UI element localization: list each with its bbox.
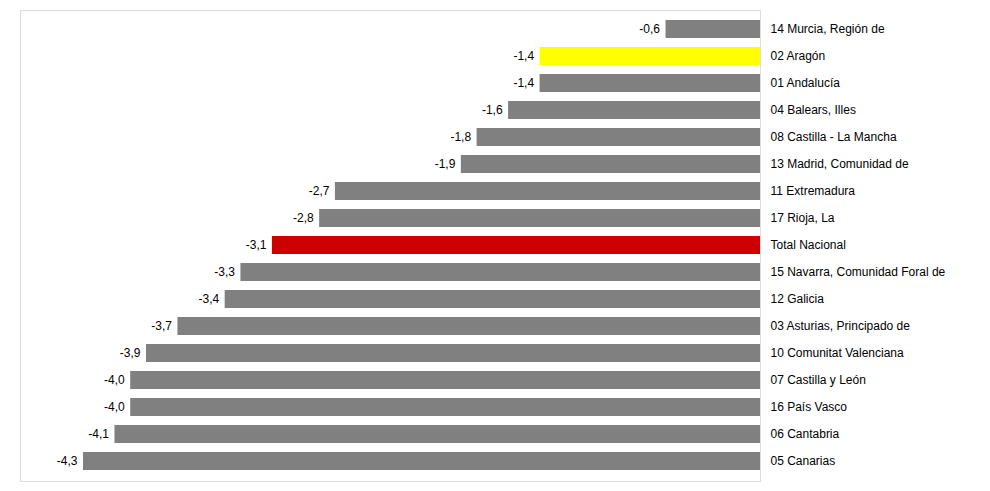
svg-text:02 Aragón: 02 Aragón [771,49,826,63]
svg-text:-1,9: -1,9 [435,157,456,171]
svg-text:-4,0: -4,0 [104,373,125,387]
svg-text:04 Balears, Illes: 04 Balears, Illes [771,103,856,117]
svg-text:08 Castilla - La Mancha: 08 Castilla - La Mancha [771,130,897,144]
svg-text:14 Murcia, Región de: 14 Murcia, Región de [771,22,885,36]
svg-text:-3,7: -3,7 [151,319,172,333]
svg-text:16 País Vasco: 16 País Vasco [771,400,848,414]
svg-text:17 Rioja, La: 17 Rioja, La [771,211,835,225]
svg-text:-1,6: -1,6 [482,103,503,117]
svg-text:-4,1: -4,1 [88,427,109,441]
svg-text:-1,4: -1,4 [513,49,534,63]
svg-text:-3,1: -3,1 [246,238,267,252]
svg-text:10 Comunitat Valenciana: 10 Comunitat Valenciana [771,346,905,360]
svg-text:12 Galicia: 12 Galicia [771,292,825,306]
svg-text:11 Extremadura: 11 Extremadura [771,184,856,198]
svg-text:-3,3: -3,3 [214,265,235,279]
svg-text:-2,7: -2,7 [309,184,330,198]
svg-text:-1,4: -1,4 [513,76,534,90]
svg-text:06 Cantabria: 06 Cantabria [771,427,840,441]
svg-text:01 Andalucía: 01 Andalucía [771,76,841,90]
svg-text:-4,0: -4,0 [104,400,125,414]
svg-text:05 Canarias: 05 Canarias [771,454,836,468]
svg-text:07 Castilla y León: 07 Castilla y León [771,373,866,387]
svg-text:-2,8: -2,8 [293,211,314,225]
svg-text:13 Madrid, Comunidad de: 13 Madrid, Comunidad de [771,157,909,171]
svg-text:-0,6: -0,6 [639,22,660,36]
svg-text:-1,8: -1,8 [450,130,471,144]
svg-text:15 Navarra, Comunidad Foral de: 15 Navarra, Comunidad Foral de [771,265,946,279]
svg-text:03 Asturias, Principado de: 03 Asturias, Principado de [771,319,911,333]
svg-text:Total Nacional: Total Nacional [771,238,846,252]
svg-text:-3,4: -3,4 [198,292,219,306]
svg-text:-4,3: -4,3 [57,454,78,468]
svg-text:-3,9: -3,9 [120,346,141,360]
